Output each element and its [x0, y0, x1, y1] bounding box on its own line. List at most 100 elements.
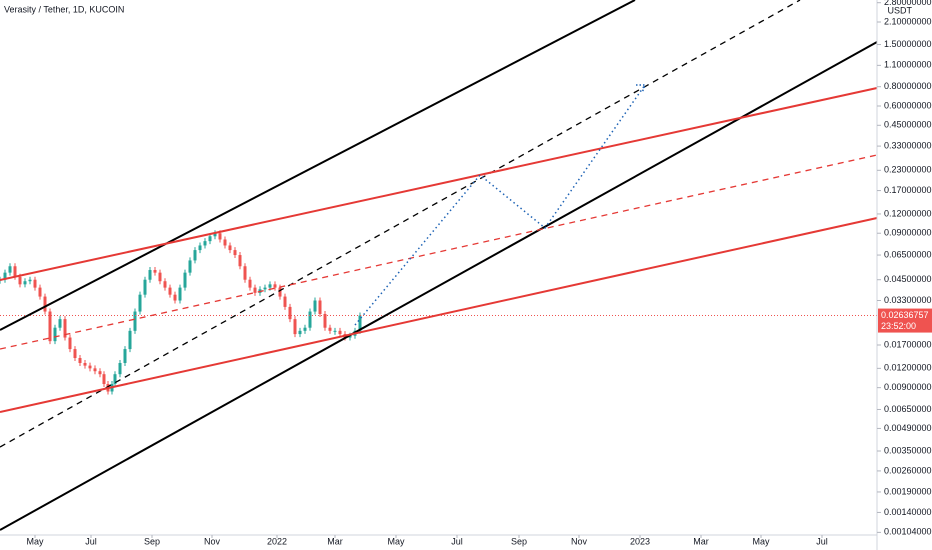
x-tick-label: Nov	[571, 536, 588, 546]
x-tick-label: 2022	[267, 536, 287, 546]
y-tick-label: 0.00190000	[884, 486, 932, 496]
candle	[253, 287, 257, 293]
candle	[33, 279, 37, 288]
y-tick-label: 0.01200000	[884, 363, 932, 373]
candle	[102, 374, 106, 385]
candle	[263, 287, 267, 290]
x-tick-label: May	[26, 536, 44, 546]
countdown-label: 23:52:00	[881, 321, 916, 331]
y-tick-label: 0.00104000	[884, 527, 932, 537]
y-tick-label: 0.45000000	[884, 120, 932, 130]
y-tick-label: 0.03300000	[884, 295, 932, 305]
y-tick-label: 0.23000000	[884, 165, 932, 175]
channel-mid	[0, 0, 801, 448]
drawings	[0, 0, 878, 531]
y-tick-label: 0.04500000	[884, 274, 932, 284]
candle	[38, 287, 42, 297]
y-tick-label: 0.33000000	[884, 140, 932, 150]
candle	[218, 233, 222, 240]
candle	[63, 319, 67, 338]
channel-lower	[0, 41, 878, 531]
y-tick-label: 0.00350000	[884, 445, 932, 455]
candle	[313, 300, 317, 312]
candle	[333, 330, 337, 332]
candle	[213, 233, 217, 237]
y-tick-label: 0.00260000	[884, 465, 932, 475]
x-tick-label: Jul	[451, 536, 463, 546]
y-tick-label: 0.00900000	[884, 382, 932, 392]
candle	[248, 279, 252, 288]
channel-upper	[0, 0, 636, 331]
chart-title: Verasity / Tether, 1D, KUCOIN	[4, 4, 124, 14]
candle	[228, 245, 232, 251]
candle	[318, 300, 322, 314]
candle	[148, 270, 152, 280]
candle	[113, 374, 117, 385]
candle	[8, 266, 12, 273]
candle	[193, 250, 197, 261]
y-tick-label: 0.09000000	[884, 228, 932, 238]
candle	[133, 311, 137, 331]
candle	[183, 272, 187, 288]
candle	[168, 287, 172, 295]
y-tick-label: 2.80000000	[884, 0, 932, 7]
candle	[283, 296, 287, 307]
candle	[238, 255, 242, 267]
candle	[198, 245, 202, 251]
x-tick-label: Mar	[327, 536, 343, 546]
y-tick-label: 1.50000000	[884, 39, 932, 49]
y-tick-label: 1.10000000	[884, 60, 932, 70]
candle	[358, 315, 362, 331]
candle	[308, 311, 312, 328]
candle	[58, 319, 62, 328]
candle	[203, 241, 207, 246]
candle	[303, 327, 307, 331]
candle	[158, 272, 162, 282]
y-tick-label: 0.60000000	[884, 100, 932, 110]
candle	[328, 327, 332, 331]
candle	[88, 365, 92, 369]
candle	[53, 327, 57, 342]
candle	[163, 281, 167, 288]
candle	[68, 337, 72, 350]
candle	[188, 260, 192, 273]
candle	[173, 294, 177, 301]
candle	[23, 281, 27, 285]
candle	[118, 362, 122, 375]
x-tick-label: May	[752, 536, 770, 546]
candle	[233, 250, 237, 256]
candle	[73, 349, 77, 359]
candle	[338, 330, 342, 335]
candle	[3, 272, 7, 280]
candle	[178, 287, 182, 301]
candle	[208, 236, 212, 242]
x-tick-label: Nov	[204, 536, 221, 546]
red-upper	[0, 87, 878, 281]
candle	[268, 284, 272, 288]
candle	[128, 330, 132, 350]
x-tick-label: Mar	[693, 536, 709, 546]
red-lower	[0, 217, 878, 413]
x-tick-label: Sep	[144, 536, 160, 546]
price-axis-bg	[877, 0, 932, 550]
x-tick-label: May	[387, 536, 405, 546]
last-price-label: 0.02636757	[881, 310, 929, 320]
price-axis: 2.80000000 2.10000000 1.50000000 1.10000000…	[876, 0, 932, 550]
candle	[138, 294, 142, 312]
candle	[273, 284, 277, 288]
candle	[348, 335, 352, 338]
y-tick-label: 0.17000000	[884, 185, 932, 195]
candle	[13, 266, 17, 277]
y-tick-label: 0.01700000	[884, 339, 932, 349]
projection-arrow	[636, 84, 647, 94]
candle	[83, 362, 87, 366]
candle	[43, 296, 47, 312]
candle	[78, 358, 82, 363]
y-tick-label: 0.00140000	[884, 507, 932, 517]
y-tick-label: 0.80000000	[884, 81, 932, 91]
candle	[243, 266, 247, 280]
candle	[288, 306, 292, 320]
candle	[278, 287, 282, 297]
last-price-box	[878, 308, 932, 333]
